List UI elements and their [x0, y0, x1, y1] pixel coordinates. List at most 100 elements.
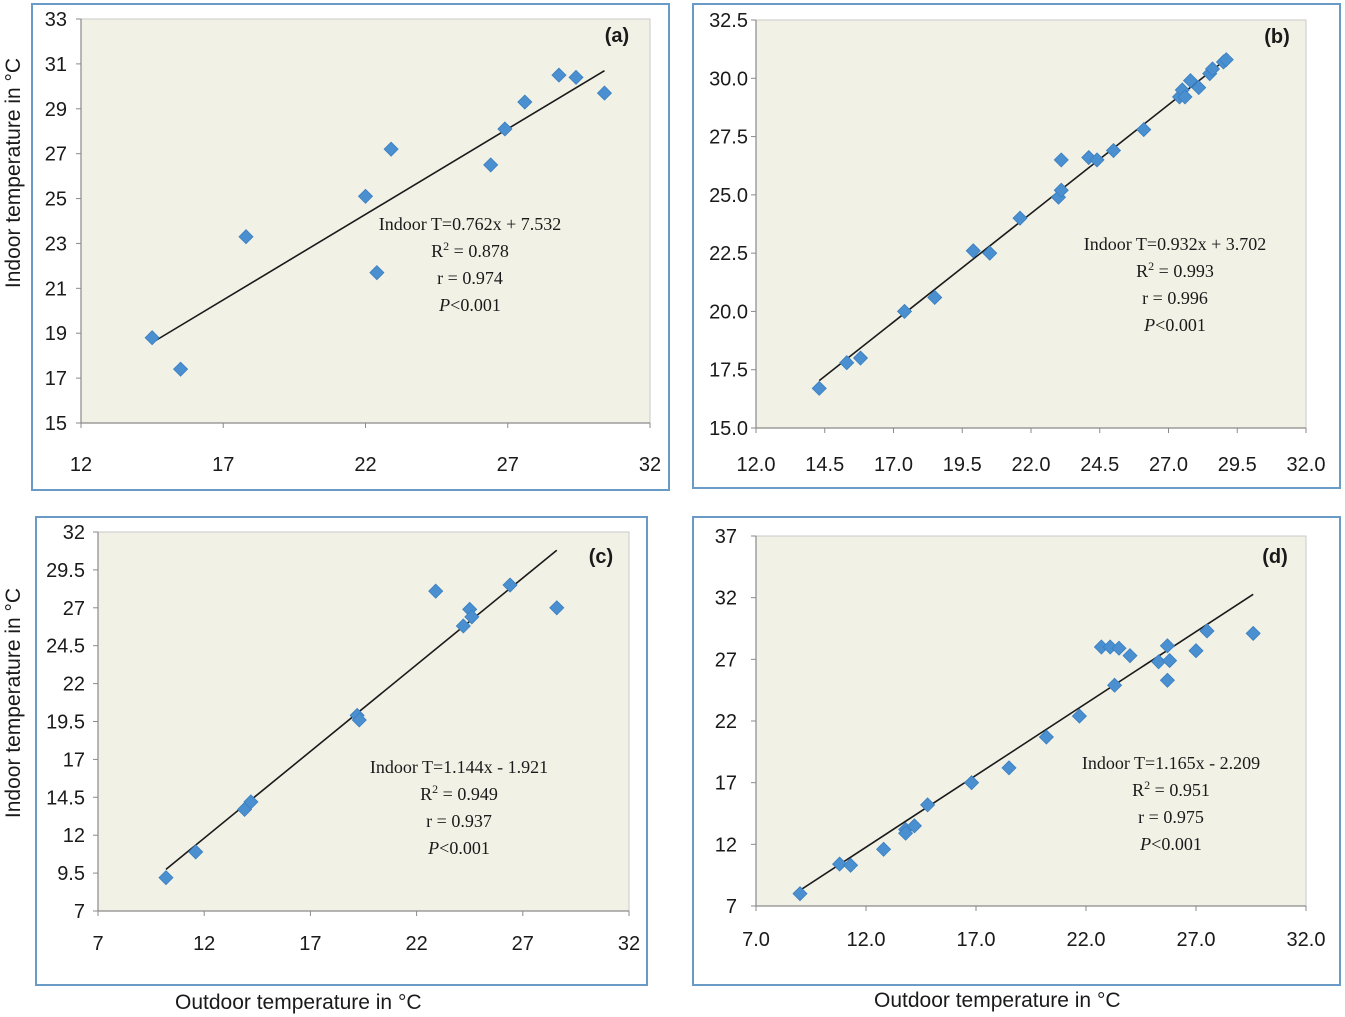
x-tick-label: 22.0	[1012, 454, 1051, 476]
y-tick-label: 14.5	[46, 787, 85, 809]
y-tick-label: 15.0	[709, 418, 748, 440]
trendline-a	[151, 70, 605, 344]
y-tick-label: 22	[715, 711, 737, 733]
chart-panel-a: 15 17 19 21 23 25 27 29 31 33 12 17 22 27 32 (a) Indoor …	[31, 3, 670, 491]
x-tick-label: 27	[512, 933, 534, 955]
y-tick-label: 32.5	[709, 10, 748, 32]
y-tick-label: 29.5	[46, 560, 85, 582]
equation-annotation-line: R2 = 0.993	[1136, 259, 1214, 281]
y-tick-label: 24.5	[46, 636, 85, 658]
y-tick-label: 17	[715, 773, 737, 795]
x-tick-label: 12.0	[737, 454, 776, 476]
data-point-marker	[1089, 152, 1105, 168]
data-point-marker	[927, 289, 943, 306]
y-tick-label: 32	[715, 588, 737, 610]
x-tick-label: 29.5	[1218, 454, 1257, 476]
trendline-c	[165, 549, 558, 870]
panel-label-d: (d)	[1262, 546, 1288, 568]
y-tick-label: 12	[63, 825, 85, 847]
y-tick-label: 22.5	[709, 243, 748, 265]
data-point-marker	[920, 797, 936, 813]
x-tick-label: 7.0	[742, 929, 770, 951]
data-point-marker	[1199, 623, 1215, 639]
equation-annotation-line: R2 = 0.878	[431, 239, 509, 261]
y-tick-label: 12	[715, 834, 737, 856]
chart-b-svg: 15.0 17.5 20.0 22.5 25.0 27.5 30.0 32.5 12.0 14.5…	[709, 10, 1325, 476]
y-tick-label: 29	[45, 99, 67, 121]
data-point-marker	[188, 844, 204, 860]
data-point-marker	[351, 712, 367, 728]
data-point-marker	[173, 361, 189, 377]
y-tick-label: 21	[45, 278, 67, 300]
data-point-marker	[1001, 760, 1017, 776]
data-point-marker	[896, 303, 913, 319]
equation-annotation-line: r = 0.996	[1142, 288, 1208, 308]
x-tick-label: 32	[639, 454, 661, 476]
plot-area-d	[755, 535, 1307, 907]
y-tick-label: 27	[715, 649, 737, 671]
x-tick-label: 17.0	[957, 929, 996, 951]
y-tick-label: 27	[45, 144, 67, 166]
data-point-marker	[551, 67, 567, 83]
equation-annotation-line: P<0.001	[427, 838, 490, 858]
data-point-marker	[843, 857, 859, 873]
data-point-marker	[1107, 677, 1123, 693]
data-point-marker	[243, 794, 259, 810]
data-point-marker	[832, 856, 848, 872]
data-point-marker	[839, 355, 855, 371]
x-tick-label: 22	[405, 933, 427, 955]
chart-panel-d: 7 12 17 22 27 32 37 7.0 12.0 17.0 22.0 27.0 32.0 (d) I…	[692, 516, 1341, 986]
data-point-marker	[568, 69, 584, 85]
equation-annotation-line: Indoor T=0.932x + 3.702	[1084, 234, 1266, 254]
x-axis-title-left: Outdoor temperature in °C	[175, 991, 422, 1014]
x-tick-label: 17	[299, 933, 321, 955]
y-tick-label: 37	[715, 526, 737, 548]
data-point-marker	[455, 618, 471, 634]
y-tick-label: 15	[45, 413, 67, 435]
y-tick-label: 30.0	[709, 68, 748, 90]
x-tick-label: 32.0	[1287, 929, 1326, 951]
x-tick-label: 19.5	[943, 454, 982, 476]
y-tick-label: 27.5	[709, 127, 748, 149]
y-tick-label: 27	[63, 598, 85, 620]
y-tick-label: 7	[726, 896, 737, 918]
equation-annotation-line: r = 0.937	[426, 811, 492, 831]
data-point-marker	[483, 157, 499, 173]
data-point-marker	[1191, 80, 1207, 96]
data-point-marker	[852, 350, 869, 366]
data-point-marker	[898, 825, 914, 841]
plot-area-b	[755, 19, 1307, 429]
data-point-marker	[464, 609, 480, 625]
y-tick-label: 19	[45, 323, 67, 345]
chart-a-svg: 15 17 19 21 23 25 27 29 31 33 12 17 22 27 32 (a) Indoor …	[45, 9, 661, 476]
data-point-marker	[1102, 639, 1118, 655]
data-point-marker	[876, 841, 892, 857]
y-tick-label: 23	[45, 233, 67, 255]
y-tick-label: 17	[63, 749, 85, 771]
data-point-marker	[1136, 122, 1152, 138]
panel-label-c: (c)	[589, 546, 613, 568]
panel-label-b: (b)	[1264, 26, 1290, 48]
data-point-marker	[596, 85, 613, 101]
x-tick-label: 27	[497, 454, 519, 476]
chart-d-svg: 7 12 17 22 27 32 37 7.0 12.0 17.0 22.0 27.0 32.0 (d) I…	[715, 526, 1326, 951]
x-tick-label: 24.5	[1080, 454, 1119, 476]
chart-panel-c: 7 9.5 12 14.5 17 19.5 22 24.5 27 29.5 32 7 12 17 22 27 3…	[35, 516, 648, 986]
y-tick-label: 33	[45, 9, 67, 31]
chart-panel-b: 15.0 17.5 20.0 22.5 25.0 27.5 30.0 32.5 12.0 14.5…	[692, 3, 1341, 489]
equation-annotation-line: Indoor T=1.144x - 1.921	[370, 757, 548, 777]
data-point-marker	[1218, 52, 1234, 68]
panel-label-a: (a)	[605, 25, 629, 47]
y-tick-label: 17.5	[709, 360, 748, 382]
x-tick-label: 32	[618, 933, 640, 955]
data-point-marker	[357, 188, 374, 204]
data-point-marker	[158, 870, 174, 886]
data-point-marker	[1053, 152, 1069, 168]
data-point-marker	[965, 243, 981, 259]
x-tick-label: 27.0	[1149, 454, 1188, 476]
data-point-marker	[144, 330, 160, 346]
data-point-marker	[964, 775, 980, 791]
data-point-marker	[1204, 61, 1221, 77]
y-tick-label: 7	[74, 901, 85, 923]
x-axis-title-right: Outdoor temperature in °C	[874, 989, 1121, 1012]
